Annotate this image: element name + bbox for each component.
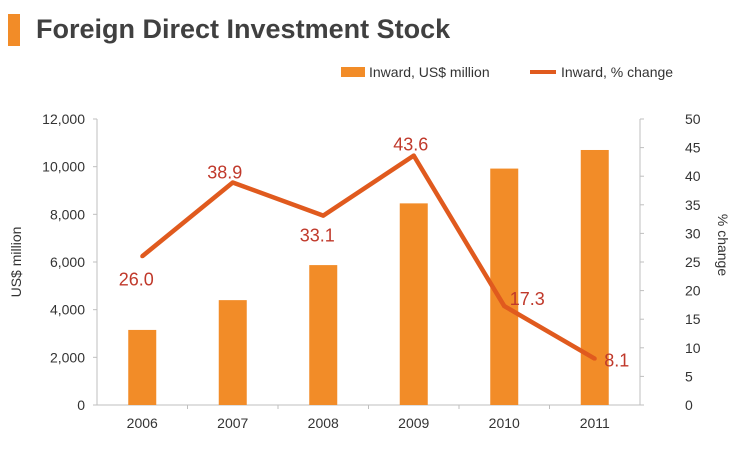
- y-tick-label: 4,000: [50, 302, 85, 318]
- axes: [93, 118, 644, 409]
- y2-tick-label: 30: [685, 225, 701, 241]
- line-point: [411, 153, 416, 158]
- bar: [218, 300, 247, 405]
- tick-labels: 0 2,000 4,000 6,000 8,000 10,000 12,000 0 5 10 15 2…: [42, 111, 701, 431]
- x-tick-label: 2007: [217, 415, 248, 431]
- legend-bar-swatch: [341, 67, 365, 77]
- bar: [580, 149, 609, 405]
- y2-tick-label: 20: [685, 283, 701, 299]
- y-tick-label: 8,000: [50, 206, 85, 222]
- y2-axis-title: % change: [715, 214, 731, 276]
- line-data-label: 38.9: [207, 162, 242, 182]
- y-tick-label: 6,000: [50, 254, 85, 270]
- y-tick-label: 2,000: [50, 349, 85, 365]
- y-tick-label: 0: [77, 397, 85, 413]
- x-tick-label: 2009: [398, 415, 429, 431]
- y2-tick-label: 35: [685, 197, 701, 213]
- line-point: [321, 213, 326, 218]
- legend-line-label: Inward, % change: [561, 64, 673, 80]
- y2-tick-label: 50: [685, 111, 701, 127]
- data-labels: 26.0 38.9 33.1 43.6 17.3 8.1: [119, 135, 630, 371]
- bar: [128, 329, 157, 405]
- line-point: [140, 254, 145, 259]
- line-data-label: 43.6: [393, 135, 428, 155]
- title-accent-bar: [8, 14, 20, 46]
- line-data-label: 26.0: [119, 269, 154, 289]
- line-data-label: 33.1: [300, 226, 335, 246]
- x-tick-label: 2006: [127, 415, 158, 431]
- line-data-label: 17.3: [510, 289, 545, 309]
- y2-tick-label: 40: [685, 168, 701, 184]
- y2-tick-label: 25: [685, 254, 701, 270]
- y2-tick-label: 5: [685, 368, 693, 384]
- line-point: [230, 180, 235, 185]
- x-tick-label: 2010: [489, 415, 520, 431]
- line-data-label: 8.1: [604, 351, 629, 371]
- bar: [399, 203, 428, 405]
- line-point: [502, 304, 507, 309]
- legend-bar-label: Inward, US$ million: [369, 64, 490, 80]
- y-axis-title: US$ million: [8, 227, 24, 298]
- legend: Inward, US$ million Inward, % change: [341, 64, 673, 80]
- x-tick-label: 2008: [308, 415, 339, 431]
- y2-tick-label: 45: [685, 140, 701, 156]
- line-path: [140, 153, 596, 361]
- y-tick-label: 12,000: [42, 111, 85, 127]
- y2-tick-label: 0: [685, 397, 693, 413]
- y-tick-label: 10,000: [42, 159, 85, 175]
- y2-tick-label: 15: [685, 311, 701, 327]
- bar-series: [128, 149, 609, 405]
- line-series: [140, 153, 597, 361]
- x-tick-label: 2011: [580, 415, 610, 431]
- line-point: [592, 356, 597, 361]
- chart-title: Foreign Direct Investment Stock: [36, 14, 451, 44]
- bar: [309, 265, 338, 405]
- y2-tick-label: 10: [685, 340, 701, 356]
